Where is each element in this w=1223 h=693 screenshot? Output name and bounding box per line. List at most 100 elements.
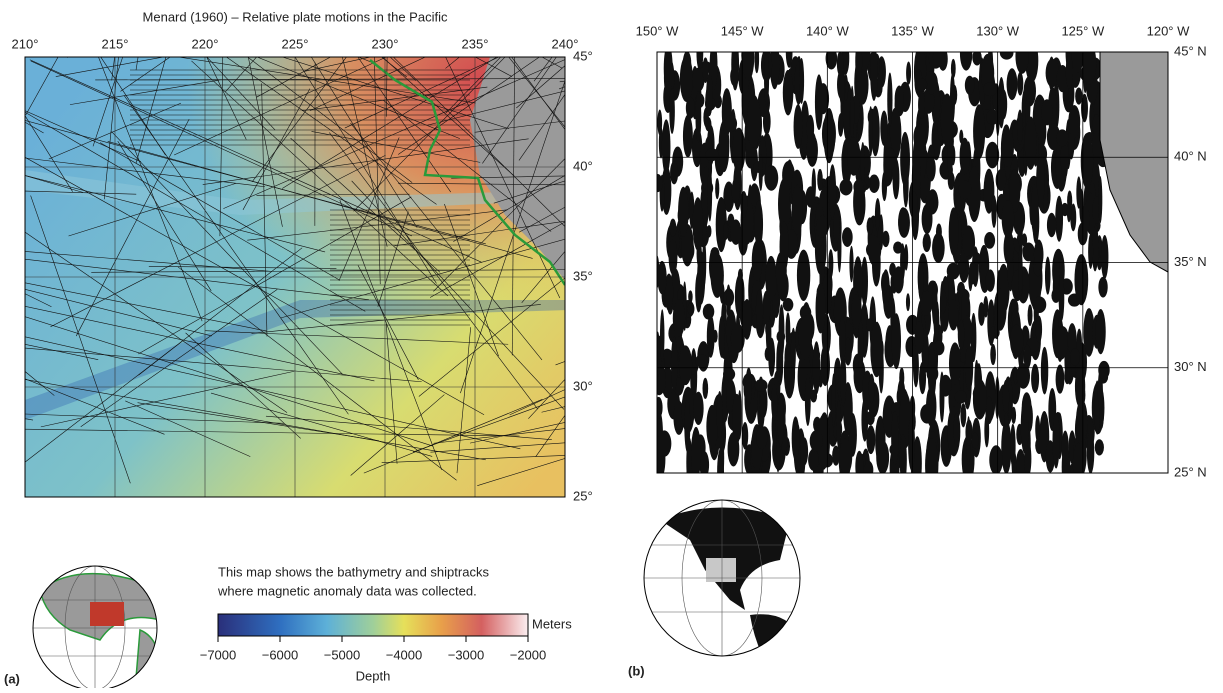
anomaly <box>1002 200 1015 238</box>
anomaly <box>763 291 771 326</box>
anomaly <box>732 178 740 204</box>
anomaly <box>984 414 989 448</box>
anomaly <box>893 266 904 293</box>
anomaly <box>906 61 911 84</box>
anomaly <box>1095 439 1104 455</box>
anomaly <box>990 344 996 365</box>
anomaly <box>1052 413 1059 469</box>
anomaly <box>679 345 692 385</box>
anomaly <box>1098 361 1109 379</box>
anomaly <box>955 391 967 404</box>
anomaly <box>695 354 709 367</box>
anomaly <box>1041 347 1048 395</box>
anomaly <box>965 419 972 445</box>
anomaly <box>986 269 995 291</box>
colorbar-unit: Meters <box>532 616 572 631</box>
anomaly <box>1054 328 1068 360</box>
anomaly <box>989 445 1003 474</box>
anomaly <box>1032 296 1046 313</box>
anomaly <box>1003 380 1009 415</box>
anomaly <box>837 51 843 76</box>
anomaly <box>960 403 966 427</box>
anomaly <box>853 179 865 226</box>
anomaly <box>726 284 731 318</box>
anomaly <box>898 208 910 238</box>
anomaly <box>776 339 783 376</box>
anomaly <box>1064 367 1070 385</box>
anomaly <box>949 207 959 255</box>
anomaly <box>771 384 777 420</box>
anomaly <box>836 399 841 450</box>
anomaly <box>1017 110 1023 145</box>
anomaly <box>969 262 977 285</box>
anomaly <box>742 299 752 340</box>
anomaly <box>702 378 708 399</box>
anomaly <box>1018 246 1023 296</box>
anomaly <box>949 342 961 385</box>
globe <box>644 500 800 670</box>
anomaly <box>868 235 880 266</box>
anomaly <box>959 180 972 199</box>
anomaly <box>867 217 874 235</box>
anomaly <box>752 240 763 281</box>
anomaly <box>715 178 719 199</box>
anomaly <box>707 225 712 237</box>
anomaly <box>948 300 958 331</box>
anomaly <box>965 76 975 95</box>
anomaly <box>719 316 725 358</box>
anomaly <box>884 148 896 170</box>
anomaly <box>797 250 810 301</box>
anomaly <box>711 253 724 298</box>
anomaly <box>671 336 678 391</box>
anomaly <box>816 216 829 238</box>
anomaly <box>799 58 804 104</box>
anomaly <box>1056 365 1065 394</box>
anomaly <box>887 73 892 128</box>
anomaly <box>1075 88 1082 105</box>
anomaly <box>683 115 693 158</box>
anomaly <box>847 137 860 176</box>
anomaly <box>1035 415 1040 442</box>
anomaly <box>792 416 800 460</box>
lon-label: 230° <box>372 36 399 51</box>
anomaly <box>723 368 735 381</box>
anomaly <box>806 186 816 207</box>
anomaly <box>870 322 883 377</box>
lat-label: 40° <box>573 158 593 173</box>
anomaly <box>792 185 803 235</box>
anomaly <box>656 332 660 378</box>
anomaly <box>870 46 877 101</box>
anomaly <box>1051 288 1060 303</box>
caption: where magnetic anomaly data was collecte… <box>217 583 477 598</box>
anomaly <box>994 289 1007 331</box>
anomaly <box>1096 309 1106 354</box>
anomaly <box>839 315 846 364</box>
figure: Menard (1960) – Relative plate motions i… <box>0 0 1223 688</box>
anomaly <box>687 303 694 316</box>
lon-label: 235° <box>462 36 489 51</box>
anomaly <box>678 187 689 237</box>
anomaly <box>799 316 812 360</box>
anomaly <box>920 291 932 316</box>
anomaly <box>776 252 787 290</box>
anomaly <box>855 41 862 82</box>
anomaly <box>717 449 724 494</box>
anomaly <box>991 195 996 228</box>
colorbar-tick-label: −5000 <box>324 647 361 662</box>
anomaly <box>973 379 987 419</box>
anomaly <box>1081 204 1089 234</box>
anomaly <box>954 413 960 447</box>
anomaly <box>1055 196 1063 242</box>
lon-label: 225° <box>282 36 309 51</box>
anomaly <box>1074 254 1088 305</box>
anomaly <box>670 161 678 184</box>
anomaly <box>932 233 945 263</box>
globe-land <box>750 614 800 670</box>
anomaly <box>908 416 915 470</box>
anomaly <box>1031 185 1039 236</box>
anomaly <box>1076 176 1081 208</box>
anomaly <box>927 156 936 182</box>
lon-label: 135° W <box>891 23 935 38</box>
anomaly <box>810 430 823 451</box>
anomaly <box>906 293 910 311</box>
